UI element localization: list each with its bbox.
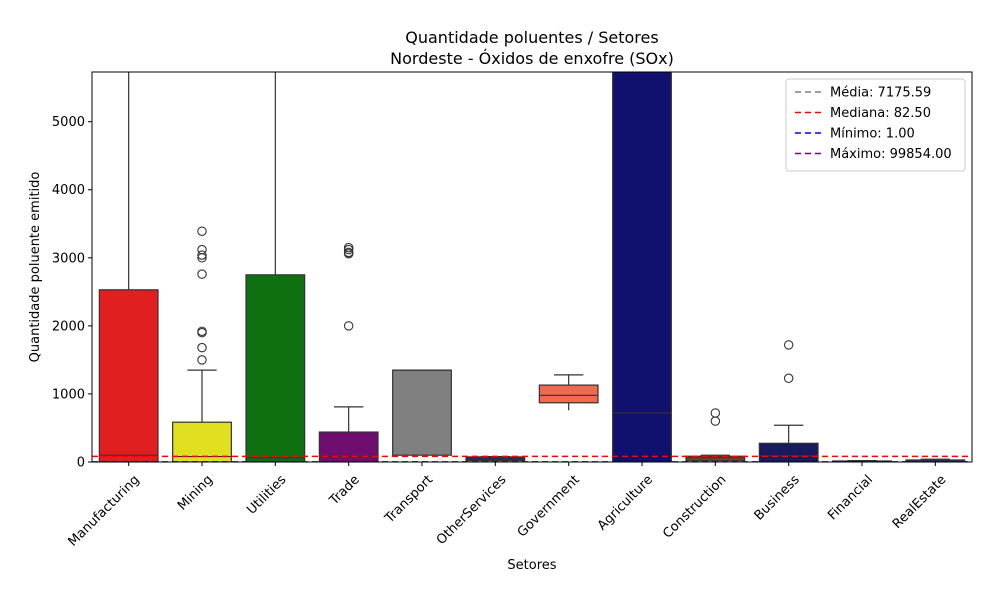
x-axis: Manufacturing Mining Utilities Trade Transpo…	[66, 462, 950, 550]
outlier-point	[197, 250, 207, 260]
x-tick-label: Mining	[175, 472, 216, 513]
y-tick-label: 4000	[52, 183, 85, 198]
y-axis-label: Quantidade poluente emitido	[28, 172, 43, 363]
box-transport	[392, 369, 452, 456]
legend-label: Máximo: 99854.00	[830, 147, 952, 162]
outlier-point	[710, 416, 721, 426]
outlier-point	[197, 326, 207, 337]
legend-label: Mediana: 82.50	[830, 106, 931, 121]
box-construction	[685, 408, 746, 462]
y-tick-label: 2000	[52, 319, 85, 334]
legend-label: Mínimo: 1.00	[830, 127, 915, 142]
outlier-point	[197, 226, 207, 237]
chart-title-line-2: Nordeste - Óxidos de enxofre (SOx)	[390, 49, 674, 68]
plot-frame	[91, 71, 973, 463]
box-utilities	[245, 72, 306, 462]
outlier-point	[343, 247, 354, 258]
box-body	[318, 431, 379, 462]
legend: Média: 7175.59 Mediana: 82.50 Mínimo: 1.00…	[785, 78, 966, 172]
box-body	[172, 421, 232, 462]
y-tick-label: 5000	[52, 115, 85, 130]
chart-title-line-1: Quantidade poluentes / Setores	[405, 28, 658, 47]
outlier-point	[343, 321, 354, 331]
outlier-point	[343, 242, 354, 253]
x-tick-label: Government	[515, 472, 583, 540]
legend-label: Média: 7175.59	[830, 86, 931, 101]
box-body	[538, 384, 599, 404]
box-body	[245, 274, 306, 462]
box-government	[538, 374, 599, 411]
plot-area	[91, 71, 973, 463]
legend-frame	[785, 78, 966, 172]
outlier-point	[197, 269, 207, 279]
box-manufacturing	[98, 72, 159, 462]
outlier-point	[197, 355, 207, 365]
outlier-point	[710, 408, 721, 418]
y-axis: 0 1000 2000 3000 4000 5000	[52, 115, 92, 471]
box-agriculture	[612, 72, 672, 462]
box-body	[758, 442, 819, 462]
x-tick-label: Transport	[382, 472, 436, 526]
outlier-point	[783, 373, 794, 384]
x-tick-label: RealEstate	[890, 472, 950, 532]
box-body	[392, 369, 452, 456]
outlier-point	[783, 340, 794, 350]
x-tick-label: Financial	[825, 472, 876, 523]
box-body	[98, 289, 159, 462]
outlier-point	[197, 342, 207, 353]
x-tick-label: Trade	[326, 472, 362, 508]
x-tick-label: Construction	[660, 472, 729, 541]
x-tick-label: Manufacturing	[66, 472, 143, 549]
x-tick-label: OtherServices	[434, 472, 510, 548]
box-business	[758, 340, 819, 462]
y-tick-label: 3000	[52, 251, 85, 266]
box-mining	[172, 226, 232, 462]
x-tick-label: Agriculture	[595, 472, 656, 533]
box-body	[612, 72, 672, 462]
x-axis-label: Setores	[507, 558, 556, 573]
y-tick-label: 1000	[52, 387, 85, 402]
x-tick-label: Business	[752, 472, 803, 523]
y-tick-label: 0	[77, 456, 85, 471]
outlier-point	[197, 244, 207, 255]
box-trade	[318, 242, 379, 462]
x-tick-label: Utilities	[244, 472, 289, 517]
